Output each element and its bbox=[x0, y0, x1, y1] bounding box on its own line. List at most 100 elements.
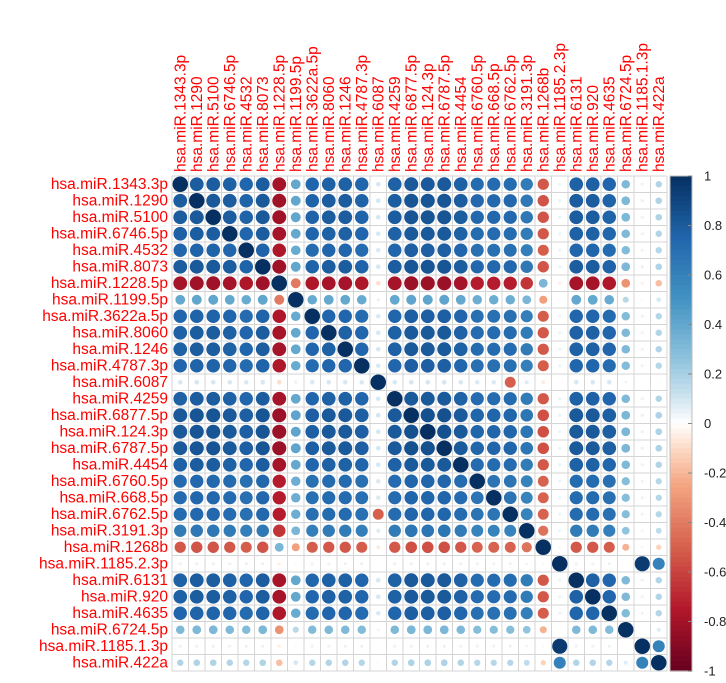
correlation-circle bbox=[437, 606, 452, 621]
legend-tick-label: 0 bbox=[704, 416, 711, 431]
correlation-circle bbox=[255, 226, 270, 241]
correlation-circle bbox=[507, 659, 514, 666]
correlation-circle bbox=[503, 243, 517, 257]
correlation-circle bbox=[492, 562, 496, 566]
row-label: hsa.miR.4787.3p bbox=[51, 357, 168, 374]
correlation-circle bbox=[487, 276, 501, 290]
legend-swatch bbox=[670, 567, 692, 573]
correlation-circle bbox=[568, 572, 584, 588]
correlation-circle bbox=[241, 294, 252, 305]
correlation-circle bbox=[503, 573, 517, 587]
correlation-circle bbox=[437, 243, 452, 258]
correlation-circle bbox=[321, 226, 336, 241]
correlation-circle bbox=[404, 589, 419, 604]
correlation-circle bbox=[391, 659, 398, 666]
legend-swatch bbox=[670, 403, 692, 410]
correlation-circle bbox=[655, 444, 663, 452]
correlation-circle bbox=[437, 226, 452, 241]
correlation-circle bbox=[239, 326, 253, 340]
correlation-circle bbox=[504, 376, 516, 388]
correlation-circle bbox=[206, 193, 221, 208]
correlation-circle bbox=[255, 606, 270, 621]
correlation-circle bbox=[621, 526, 630, 535]
correlation-circle bbox=[558, 215, 562, 219]
column-label: hsa.miR.3191.3p bbox=[519, 55, 536, 172]
correlation-circle bbox=[189, 210, 204, 225]
correlation-circle bbox=[304, 308, 320, 324]
correlation-circle bbox=[537, 244, 549, 256]
correlation-circle bbox=[503, 276, 517, 290]
correlation-circle bbox=[537, 343, 549, 355]
legend-swatch bbox=[670, 492, 692, 499]
correlation-circle bbox=[558, 628, 561, 631]
correlation-circle bbox=[222, 226, 238, 242]
correlation-circle bbox=[194, 379, 200, 385]
legend-swatch bbox=[670, 260, 692, 266]
correlation-circle bbox=[239, 408, 254, 423]
column-label: hsa.miR.3622a.5p bbox=[304, 46, 321, 172]
correlation-circle bbox=[503, 210, 517, 224]
correlation-circle bbox=[355, 491, 369, 505]
legend-swatch bbox=[670, 354, 692, 360]
row-label: hsa.miR.8073 bbox=[72, 258, 168, 275]
correlation-circle bbox=[539, 295, 548, 304]
correlation-circle bbox=[222, 408, 237, 423]
correlation-circle bbox=[520, 475, 533, 488]
correlation-circle bbox=[602, 441, 617, 456]
correlation-circle bbox=[354, 441, 369, 456]
correlation-circle bbox=[388, 606, 402, 620]
correlation-circle bbox=[387, 424, 402, 439]
correlation-circle bbox=[223, 243, 237, 257]
correlation-circle bbox=[306, 524, 319, 537]
correlation-circle bbox=[272, 309, 287, 324]
correlation-circle bbox=[602, 458, 616, 472]
correlation-circle bbox=[475, 644, 479, 648]
correlation-circle bbox=[355, 606, 369, 620]
correlation-circle bbox=[355, 474, 369, 488]
correlation-circle bbox=[585, 457, 600, 472]
correlation-circle bbox=[375, 429, 381, 435]
correlation-circle bbox=[305, 424, 320, 439]
correlation-circle bbox=[274, 625, 284, 635]
correlation-circle bbox=[388, 474, 402, 488]
legend-swatch bbox=[670, 289, 692, 296]
correlation-circle bbox=[569, 408, 584, 423]
correlation-circle bbox=[272, 226, 287, 241]
correlation-circle bbox=[487, 309, 501, 323]
correlation-circle bbox=[192, 625, 202, 635]
correlation-circle bbox=[420, 391, 435, 406]
correlation-circle bbox=[387, 408, 402, 423]
correlation-circle bbox=[602, 259, 617, 274]
correlation-circle bbox=[487, 260, 501, 274]
legend-swatch bbox=[670, 398, 692, 405]
correlation-circle bbox=[206, 424, 221, 439]
correlation-circle bbox=[503, 227, 517, 241]
correlation-circle bbox=[255, 342, 270, 357]
correlation-circle bbox=[189, 342, 204, 357]
correlation-circle bbox=[558, 595, 562, 599]
correlation-circle bbox=[223, 491, 237, 505]
correlation-circle bbox=[404, 391, 419, 406]
correlation-circle bbox=[290, 245, 301, 256]
correlation-circle bbox=[173, 391, 188, 406]
legend-tick-label: 1 bbox=[704, 169, 711, 184]
correlation-circle bbox=[601, 605, 617, 621]
correlation-circle bbox=[470, 177, 484, 191]
correlation-circle bbox=[175, 294, 186, 305]
correlation-circle bbox=[376, 495, 381, 500]
correlation-circle bbox=[305, 276, 320, 291]
correlation-circle bbox=[503, 425, 517, 439]
correlation-circle bbox=[503, 606, 517, 620]
correlation-circle bbox=[226, 659, 233, 666]
correlation-circle bbox=[255, 210, 270, 225]
correlation-circle bbox=[618, 622, 634, 638]
legend-swatch bbox=[670, 265, 692, 271]
correlation-circle bbox=[358, 659, 365, 666]
correlation-circle bbox=[177, 379, 183, 385]
correlation-circle bbox=[177, 659, 184, 666]
correlation-circle bbox=[375, 214, 381, 220]
column-label: hsa.miR.4259 bbox=[387, 76, 404, 172]
legend-swatch bbox=[670, 443, 692, 449]
legend-swatch bbox=[670, 185, 692, 192]
